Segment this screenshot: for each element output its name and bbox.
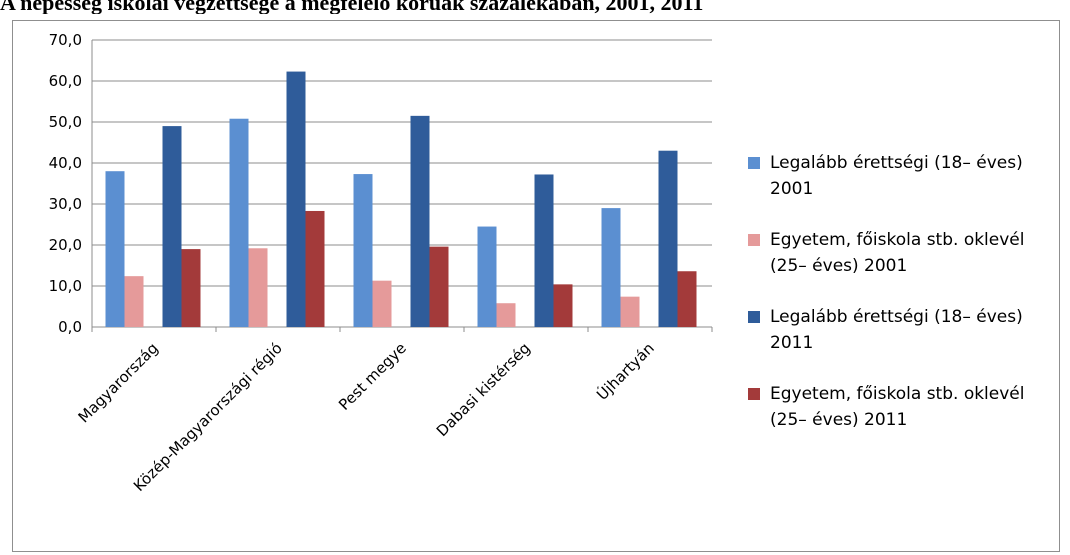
legend-swatch — [748, 311, 760, 323]
bar — [429, 246, 449, 327]
legend-swatch — [748, 234, 760, 246]
bar — [620, 296, 640, 327]
bar — [162, 126, 182, 327]
bar — [124, 276, 144, 327]
bar — [553, 284, 573, 327]
x-tick-label: Közép-Magyarországi régió — [130, 339, 286, 495]
y-tick-label: 20,0 — [49, 236, 82, 254]
bar — [410, 115, 430, 327]
legend-label: Egyetem, főiskola stb. oklevél (25– éves… — [770, 230, 1025, 276]
x-tick-label: Pest megye — [335, 339, 410, 414]
y-tick-label: 30,0 — [49, 195, 82, 213]
y-tick-label: 60,0 — [49, 72, 82, 90]
legend-item: Legalább érettségi (18– éves) 2001 — [748, 150, 1063, 202]
y-tick-label: 70,0 — [49, 31, 82, 49]
legend-item: Legalább érettségi (18– éves) 2011 — [748, 304, 1063, 356]
bar — [677, 271, 697, 327]
bar — [353, 174, 373, 327]
bar — [658, 150, 678, 327]
bar — [496, 303, 516, 327]
y-tick-label: 40,0 — [49, 154, 82, 172]
x-tick-label: Újhartyán — [592, 338, 657, 403]
bar — [229, 118, 249, 327]
x-tick-label: Magyarország — [75, 339, 162, 426]
legend-item: Egyetem, főiskola stb. oklevél (25– éves… — [748, 227, 1063, 279]
bar — [477, 226, 497, 327]
bar — [601, 208, 621, 327]
chart-title: A népesség iskolai végzettsége a megfele… — [0, 0, 704, 14]
y-tick-label: 0,0 — [58, 318, 82, 336]
bar — [105, 171, 125, 327]
bar — [305, 210, 325, 327]
legend-item: Egyetem, főiskola stb. oklevél (25– éves… — [748, 381, 1063, 433]
bar — [286, 71, 306, 327]
bar — [372, 280, 392, 327]
legend: Legalább érettségi (18– éves) 2001 Egyet… — [748, 150, 1063, 458]
legend-label: Egyetem, főiskola stb. oklevél (25– éves… — [770, 384, 1025, 430]
bar — [534, 174, 554, 327]
y-tick-label: 10,0 — [49, 277, 82, 295]
x-tick-label: Dabasi kistérség — [433, 339, 534, 440]
legend-swatch — [748, 157, 760, 169]
y-tick-label: 50,0 — [49, 113, 82, 131]
legend-swatch — [748, 388, 760, 400]
bar — [181, 249, 201, 327]
bar — [248, 248, 268, 327]
legend-label: Legalább érettségi (18– éves) 2001 — [770, 153, 1023, 199]
legend-label: Legalább érettségi (18– éves) 2011 — [770, 307, 1023, 353]
